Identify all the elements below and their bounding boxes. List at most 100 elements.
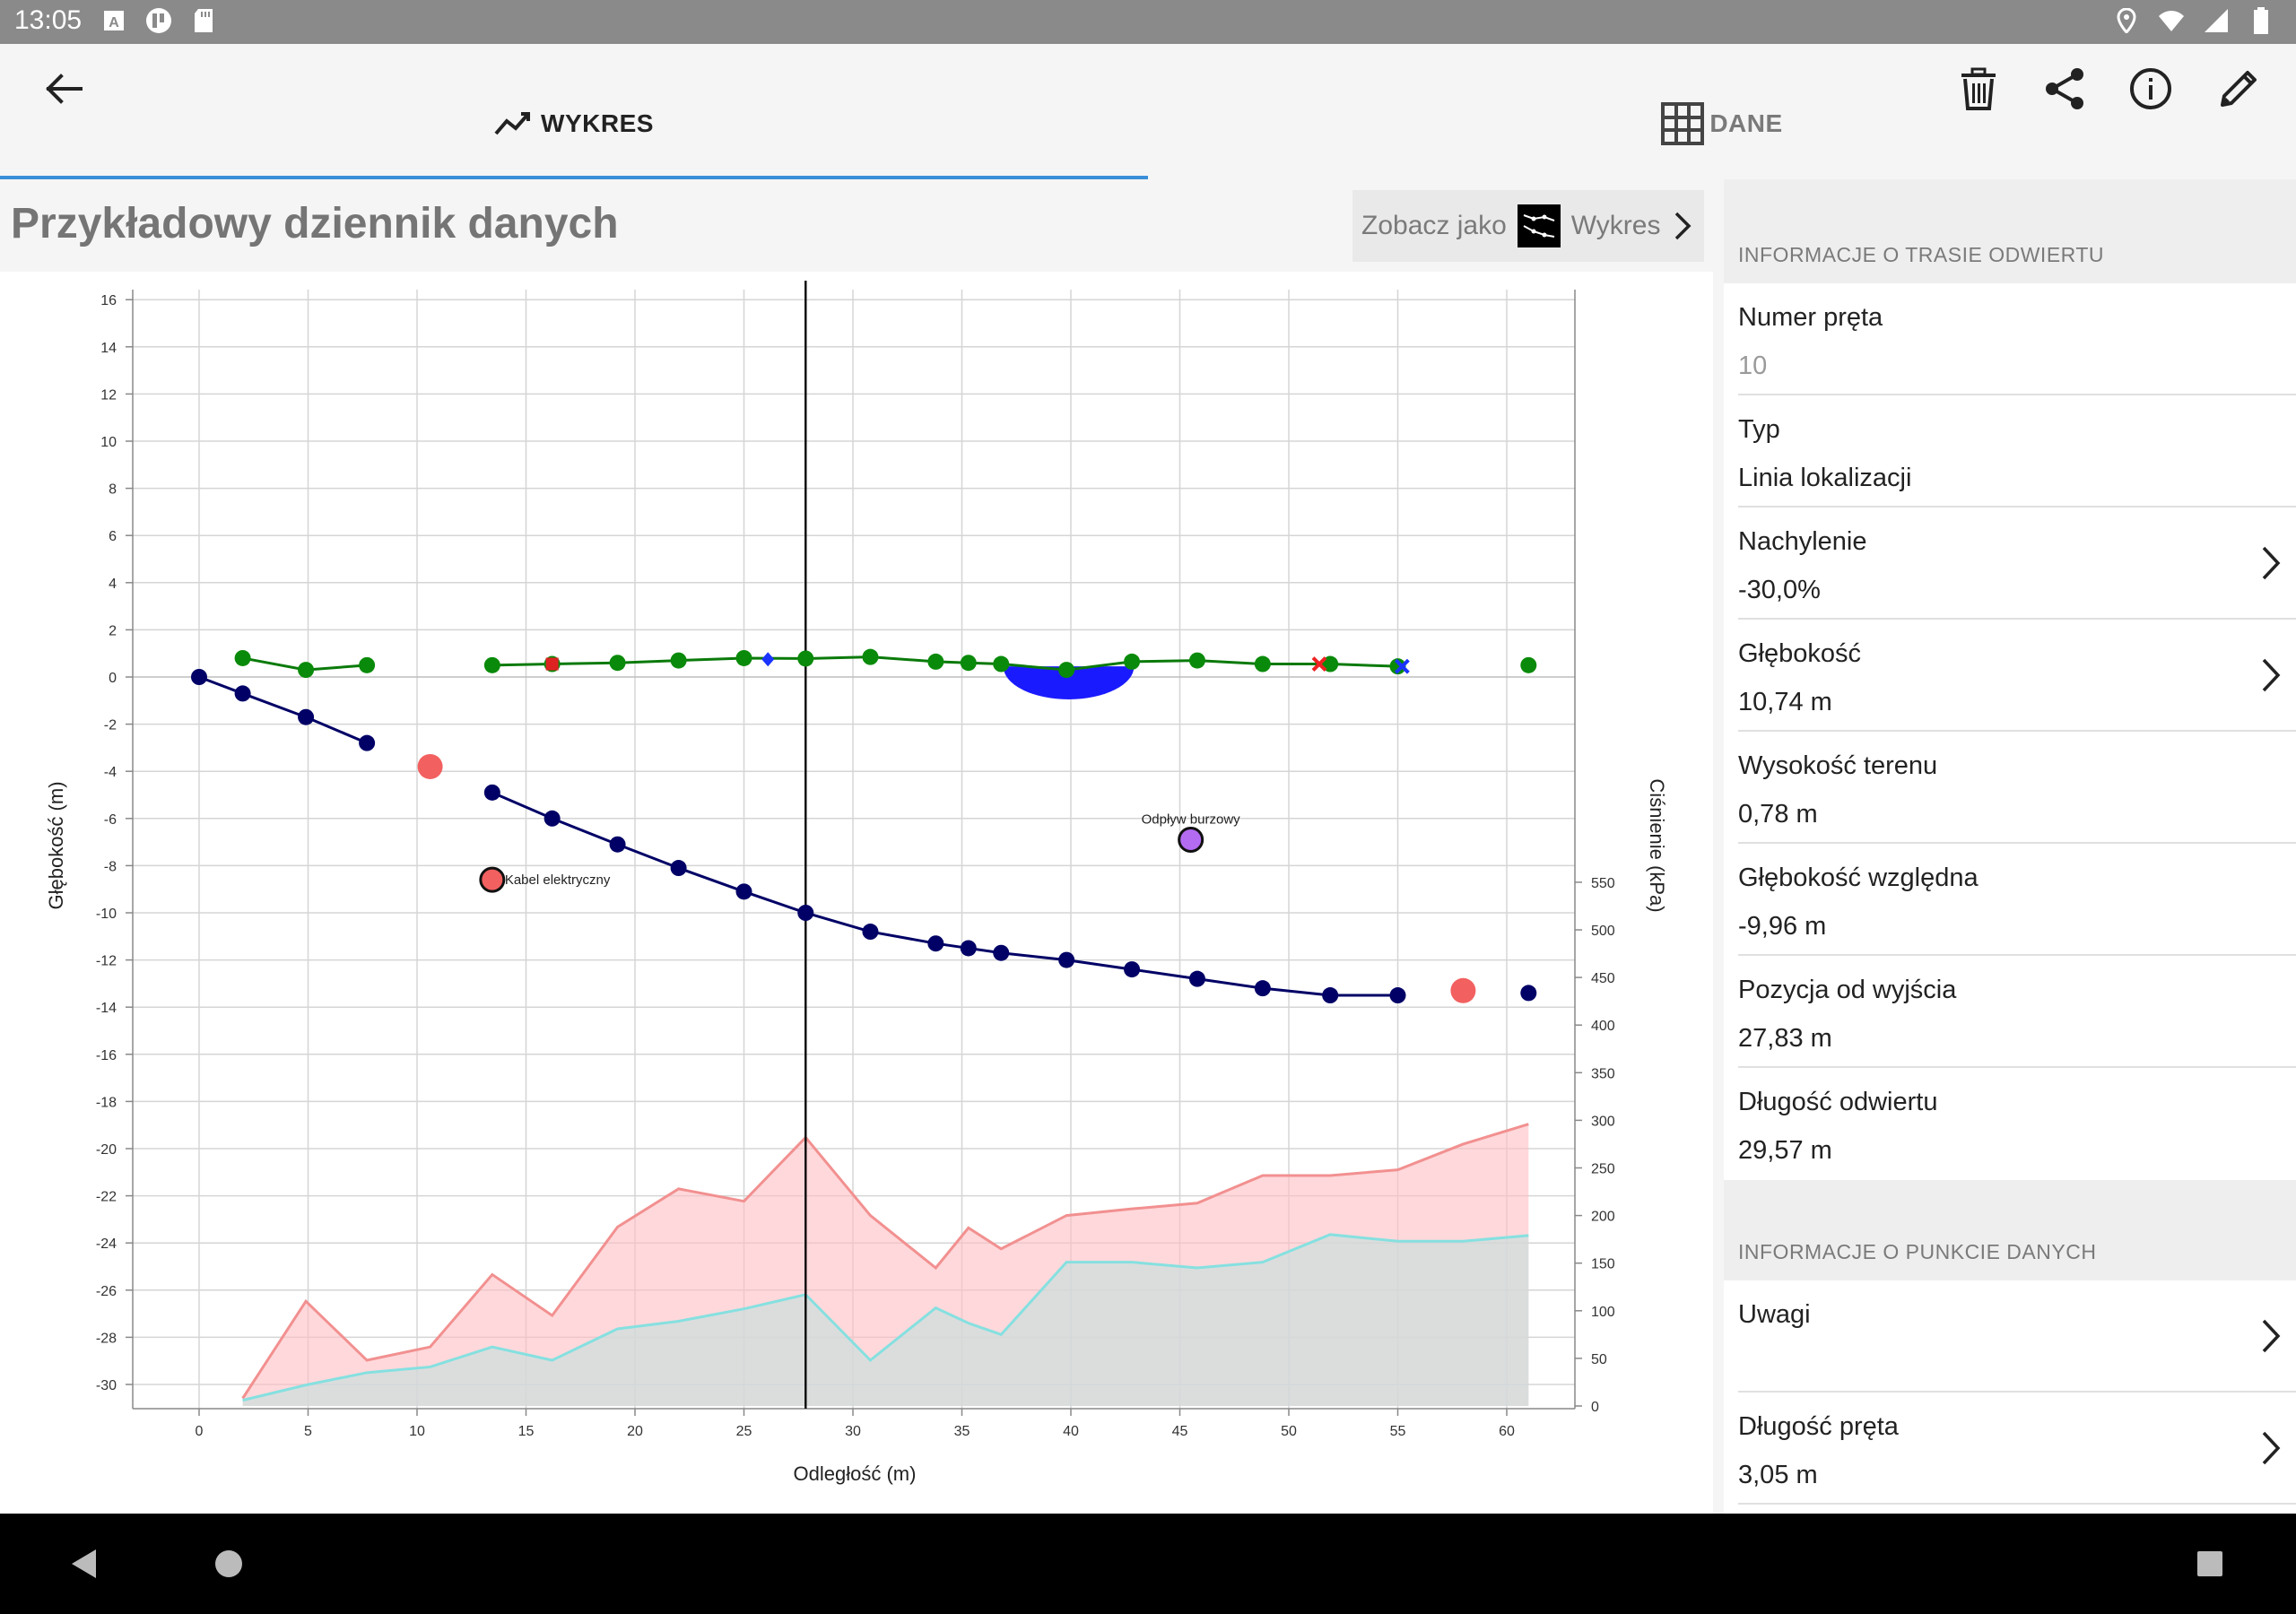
- nav-back-button[interactable]: [59, 1539, 109, 1589]
- y-tick-label: 4: [109, 577, 117, 592]
- y2-tick-label: 300: [1591, 1114, 1615, 1129]
- x-tick-label: 20: [627, 1424, 643, 1439]
- bore-path-point: [927, 935, 944, 952]
- bore-path-point: [483, 784, 500, 801]
- terrain-point: [797, 650, 814, 667]
- tab-dane[interactable]: DANE: [1148, 90, 2296, 158]
- back-button[interactable]: [36, 62, 90, 116]
- x-tick-label: 60: [1499, 1424, 1515, 1439]
- wifi-icon: [2158, 7, 2185, 34]
- pressure-min-line: [242, 1233, 1529, 1402]
- share-button[interactable]: [2038, 62, 2092, 116]
- x-tick-label: 50: [1281, 1424, 1297, 1439]
- marker-label: Odpływ burzowy: [1142, 811, 1241, 827]
- title-bar: Przykładowy dziennik danych Zobacz jako …: [0, 179, 1713, 272]
- y-tick-label: 0: [109, 671, 117, 686]
- y-tick-label: -14: [96, 1001, 117, 1016]
- detail-label: Nachylenie: [1738, 527, 1867, 556]
- detail-row[interactable]: Nachylenie -30,0%: [1738, 508, 2296, 620]
- marker-utility: [479, 866, 506, 893]
- chevron-right-icon: [2260, 545, 2282, 586]
- bore-path-point: [609, 836, 626, 853]
- edit-button[interactable]: [2212, 62, 2266, 116]
- bore-path-point: [1124, 961, 1141, 978]
- see-as-button[interactable]: Zobacz jako Wykres: [1352, 190, 1704, 262]
- nav-recents-button[interactable]: [2185, 1539, 2235, 1589]
- detail-value: Linia lokalizacji: [1738, 464, 1912, 492]
- y-tick-label: -10: [96, 907, 117, 922]
- marker-dot: [1450, 977, 1476, 1003]
- chart-markers: Kabel elektryczny Odpływ burzowy: [417, 652, 1476, 1003]
- detail-value: 27,83 m: [1738, 1024, 1832, 1053]
- nav-home-button[interactable]: [204, 1539, 254, 1589]
- sd-card-icon: [190, 7, 217, 34]
- app-bar: [0, 44, 2296, 165]
- terrain-point: [670, 652, 687, 669]
- y-tick-label: 12: [100, 387, 117, 403]
- x-tick-label: 30: [845, 1424, 861, 1439]
- section-title: INFORMACJE O PUNKCIE DANYCH: [1738, 1240, 2097, 1263]
- detail-label: Głębokość względna: [1738, 863, 1979, 892]
- y-axis-label: Głębokość (m): [45, 781, 67, 909]
- info-icon: [2130, 68, 2171, 109]
- y-tick-label: -22: [96, 1190, 117, 1205]
- y-tick-label: -4: [104, 765, 117, 780]
- y2-tick-label: 550: [1591, 876, 1615, 891]
- detail-label: Numer pręta: [1738, 303, 1883, 332]
- detail-row[interactable]: Długość pręta 3,05 m: [1738, 1393, 2296, 1505]
- status-time: 13:05: [14, 5, 83, 35]
- marker-utility: [1178, 826, 1205, 853]
- terrain-point: [609, 655, 626, 672]
- terrain-point: [1254, 655, 1271, 672]
- grid-icon: [1661, 102, 1705, 145]
- bore-path-point: [993, 944, 1010, 961]
- y-tick-label: -26: [96, 1284, 117, 1299]
- bore-path-point: [359, 734, 376, 751]
- bore-path-point: [1322, 987, 1339, 1004]
- y2-tick-label: 450: [1591, 971, 1615, 986]
- depth-pressure-chart[interactable]: 0 5 10 15 20 25 30 35 40 45 50 55 601614121086420-2-…: [0, 272, 1713, 1514]
- system-nav-bar: [0, 1514, 2296, 1614]
- y2-tick-label: 100: [1591, 1305, 1615, 1320]
- detail-row[interactable]: Głębokość 10,74 m: [1738, 620, 2296, 732]
- y-tick-label: -16: [96, 1048, 117, 1063]
- x-axis-label: Odległość (m): [794, 1462, 917, 1485]
- y2-tick-label: 500: [1591, 924, 1615, 939]
- detail-value: -30,0%: [1738, 576, 1821, 604]
- x-tick-label: 10: [409, 1424, 425, 1439]
- terrain-point: [927, 653, 944, 670]
- y-tick-label: -30: [96, 1378, 117, 1393]
- y-tick-label: -18: [96, 1095, 117, 1110]
- app-notification-icon: [145, 7, 172, 34]
- y-tick-label: 2: [109, 623, 117, 638]
- page-title: Przykładowy dziennik danych: [11, 200, 619, 247]
- delete-button[interactable]: [1952, 62, 2005, 116]
- chart-thumbnail-icon: [1517, 204, 1561, 247]
- y-tick-label: 10: [100, 435, 117, 450]
- bore-path-point: [1520, 985, 1537, 1002]
- terrain-line: [491, 655, 1398, 672]
- x-tick-label: 5: [304, 1424, 312, 1439]
- edit-icon: [2221, 71, 2257, 107]
- info-button[interactable]: [2124, 62, 2178, 116]
- trash-icon: [1961, 67, 1996, 110]
- tab-wykres[interactable]: WYKRES: [0, 90, 1148, 158]
- detail-value: 0,78 m: [1738, 800, 1818, 829]
- y2-tick-label: 0: [1591, 1400, 1599, 1415]
- terrain-point: [862, 648, 879, 665]
- marker-diamond: [761, 652, 775, 667]
- bore-path-point: [1254, 980, 1271, 997]
- x-tick-label: 35: [954, 1424, 970, 1439]
- culvert-shape: [1003, 666, 1135, 699]
- chart-series: [191, 281, 1537, 1409]
- share-icon: [2046, 68, 2083, 109]
- status-bar: 13:05 A: [0, 0, 2296, 44]
- y-tick-label: 14: [100, 341, 117, 356]
- chevron-right-icon: [2260, 657, 2282, 698]
- nav-recents-icon: [2197, 1551, 2222, 1576]
- detail-row[interactable]: Uwagi: [1738, 1280, 2296, 1393]
- chart-axes: 0 5 10 15 20 25 30 35 40 45 50 55 601614121086420-2-…: [96, 290, 1615, 1439]
- pressure-max-line: [241, 1123, 1529, 1400]
- bore-path-point: [298, 708, 315, 725]
- bore-path-point: [862, 924, 879, 941]
